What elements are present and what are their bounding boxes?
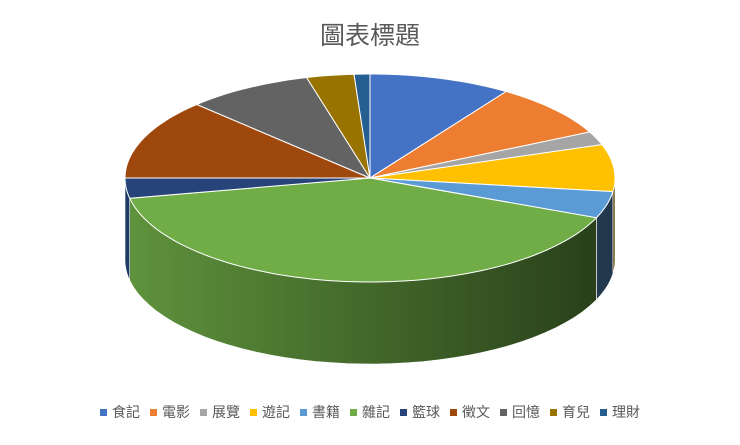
legend-swatch: [450, 408, 457, 416]
legend-item: 籃球: [400, 402, 440, 422]
legend-swatch: [100, 408, 107, 416]
pie-slice-遊記[interactable]: [369, 144, 616, 193]
legend-swatch: [150, 408, 157, 416]
legend-label: 育兒: [562, 405, 590, 421]
legend-item: 雜記: [350, 402, 390, 422]
legend-item: 理財: [600, 402, 640, 422]
legend-label: 籃球: [412, 405, 440, 421]
legend-swatch: [300, 408, 307, 416]
legend-label: 展覽: [212, 405, 240, 421]
legend-label: 書籍: [312, 405, 340, 421]
pie-slice-籃球[interactable]: [124, 177, 371, 199]
legend-swatch: [600, 408, 607, 416]
legend-swatch: [500, 408, 507, 416]
legend-item: 遊記: [250, 402, 290, 422]
legend-item: 展覽: [200, 402, 240, 422]
legend-swatch: [350, 408, 357, 416]
legend-swatch: [250, 408, 257, 416]
legend-item: 徵文: [450, 402, 490, 422]
pie-slice-理財[interactable]: [353, 73, 371, 179]
legend-item: 回憶: [500, 402, 540, 422]
legend-swatch: [400, 408, 407, 416]
legend-label: 電影: [162, 405, 190, 421]
pie-slice-育兒[interactable]: [305, 73, 371, 179]
legend: 食記 電影 展覽 遊記 書籍 雜記 籃球 徵文 回憶 育兒 理財: [0, 402, 740, 422]
legend-swatch: [550, 408, 557, 416]
legend-label: 徵文: [462, 405, 490, 421]
pie-slice-徵文[interactable]: [124, 103, 371, 179]
pie-slice-展覽[interactable]: [369, 131, 603, 179]
legend-label: 雜記: [362, 405, 390, 421]
legend-label: 遊記: [262, 405, 290, 421]
legend-item: 電影: [150, 402, 190, 422]
pie-slice-回憶[interactable]: [195, 76, 372, 180]
pie-slice-電影[interactable]: [369, 90, 591, 179]
legend-item: 食記: [100, 402, 140, 422]
legend-label: 食記: [112, 405, 140, 421]
legend-swatch: [200, 408, 207, 416]
legend-label: 回憶: [512, 405, 540, 421]
legend-item: 書籍: [300, 402, 340, 422]
pie-slice-書籍[interactable]: [369, 177, 614, 219]
legend-label: 理財: [612, 405, 640, 421]
pie-side-遊記: [612, 178, 616, 274]
chart-title: 圖表標題: [319, 21, 420, 50]
legend-item: 育兒: [550, 402, 590, 422]
pie-slice-雜記[interactable]: [128, 177, 598, 283]
pie-slice-食記[interactable]: [369, 73, 508, 179]
